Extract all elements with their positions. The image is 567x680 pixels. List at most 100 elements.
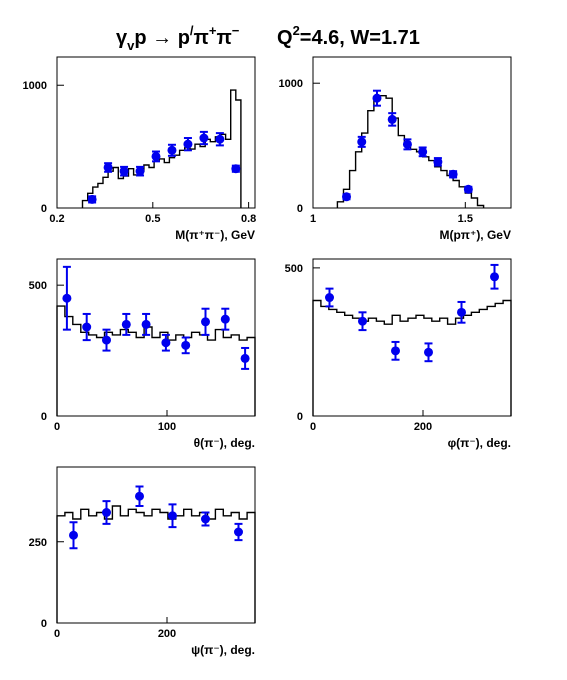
histogram-mass-ppi <box>336 95 485 208</box>
data-point-theta <box>161 333 171 352</box>
data-point-psi <box>135 485 144 507</box>
plot-frame-psi <box>56 466 256 624</box>
data-marker <box>183 139 193 149</box>
data-marker <box>231 164 241 174</box>
data-marker <box>69 530 78 540</box>
data-point-mass-ppi <box>342 192 352 202</box>
data-marker <box>463 184 473 194</box>
data-marker <box>240 353 250 363</box>
data-marker <box>424 347 433 357</box>
histogram-mass-pipi <box>81 89 242 208</box>
svg-text:γvp → p/π+π−: γvp → p/π+π− <box>116 23 240 53</box>
title-kinematics: =4.6, W=1.71 <box>300 27 420 49</box>
x-axis-title-psi: ψ(π⁻), deg. <box>191 643 255 657</box>
data-marker <box>391 346 400 356</box>
y-tick-label-psi: 0 <box>41 618 47 630</box>
data-marker <box>387 114 397 124</box>
data-marker <box>168 511 177 521</box>
y-tick-label-mass-pipi: 0 <box>41 203 47 215</box>
data-marker <box>220 314 230 324</box>
data-point-mass-ppi <box>372 89 382 107</box>
histogram-psi <box>56 505 256 623</box>
data-marker <box>372 93 382 103</box>
panel-phi: 0 200 0 500 φ(π⁻), deg. <box>285 258 512 450</box>
y-tick-label-theta: 0 <box>41 411 47 423</box>
data-point-theta <box>121 312 131 336</box>
data-marker <box>433 157 443 167</box>
x-tick-label-mass-pipi: 0.2 <box>49 213 64 225</box>
title-gamma: γ <box>116 27 128 49</box>
title-pi-minus-base: π <box>216 27 231 49</box>
title-prime: / <box>190 23 194 38</box>
y-tick-label-mass-ppi: 1000 <box>279 78 303 90</box>
data-point-phi <box>325 287 334 308</box>
data-marker <box>135 166 145 176</box>
title-reaction-rest: p → p <box>134 27 190 49</box>
data-point-mass-pipi <box>87 194 97 204</box>
title-pi-plus-sign: + <box>209 23 217 38</box>
data-marker <box>102 508 111 517</box>
data-marker <box>402 139 412 149</box>
panel-theta: 0 100 0 500 θ(π⁻), deg. <box>29 258 256 450</box>
data-point-psi <box>69 521 78 550</box>
plot-frame-phi <box>312 258 512 417</box>
data-point-theta <box>102 328 111 352</box>
title-pi-plus-base: π <box>194 27 209 49</box>
data-point-psi <box>168 503 177 529</box>
figure-title: γvp → p/π+π− Q2=4.6, W=1.71 <box>116 23 420 53</box>
data-point-psi <box>102 500 111 525</box>
data-point-phi <box>457 300 466 324</box>
data-point-phi <box>358 311 367 332</box>
x-tick-label-mass-pipi: 0.5 <box>145 213 160 225</box>
data-marker <box>201 317 210 327</box>
data-point-psi <box>201 511 210 527</box>
data-point-mass-pipi <box>183 137 193 152</box>
x-tick-label-theta: 100 <box>158 421 176 433</box>
x-axis-title-mass-pipi: M(π⁺π⁻), GeV <box>175 228 255 242</box>
data-point-theta <box>240 346 250 370</box>
data-marker <box>325 293 334 303</box>
panel-psi: 0 200 0 250 ψ(π⁻), deg. <box>29 466 256 657</box>
data-point-mass-ppi <box>357 135 367 148</box>
panel-mass-pipi: 0.2 0.5 0.8 0 1000 M(π⁺π⁻), GeV <box>23 56 256 242</box>
data-point-theta <box>181 336 191 355</box>
data-marker <box>119 166 129 176</box>
y-tick-label-phi: 500 <box>285 263 303 275</box>
x-tick-label-psi: 200 <box>158 628 176 640</box>
x-axis-title-theta: θ(π⁻), deg. <box>194 436 255 450</box>
data-marker <box>215 134 225 144</box>
data-point-mass-pipi <box>135 165 145 177</box>
data-marker <box>102 335 111 345</box>
title-q-label: Q <box>277 27 293 49</box>
y-tick-label-mass-ppi: 0 <box>297 203 303 215</box>
data-point-mass-ppi <box>463 184 473 194</box>
data-marker <box>161 338 171 348</box>
data-point-mass-pipi <box>215 132 225 147</box>
data-point-phi <box>424 342 433 363</box>
data-point-mass-ppi <box>433 157 443 167</box>
data-marker <box>358 316 367 326</box>
data-point-theta <box>220 307 230 331</box>
data-marker <box>490 272 499 282</box>
data-point-mass-pipi <box>199 130 209 146</box>
data-point-mass-ppi <box>418 146 428 158</box>
data-point-theta <box>201 307 210 336</box>
data-marker <box>201 514 210 524</box>
data-marker <box>62 293 72 303</box>
y-tick-label-phi: 0 <box>297 411 303 423</box>
title-pi-minus-sign: − <box>232 23 240 38</box>
data-marker <box>121 319 131 329</box>
data-marker <box>342 192 352 202</box>
plot-frame-mass-ppi <box>312 56 512 209</box>
data-marker <box>135 491 144 501</box>
data-point-mass-pipi <box>119 165 129 177</box>
x-tick-label-phi: 200 <box>414 421 432 433</box>
data-point-theta <box>141 312 151 336</box>
data-point-theta <box>62 265 72 331</box>
plot-frame-mass-pipi <box>56 56 256 209</box>
data-marker <box>418 147 428 157</box>
x-tick-label-psi: 0 <box>54 628 60 640</box>
data-marker <box>82 322 92 332</box>
y-tick-label-mass-pipi: 1000 <box>23 80 47 92</box>
